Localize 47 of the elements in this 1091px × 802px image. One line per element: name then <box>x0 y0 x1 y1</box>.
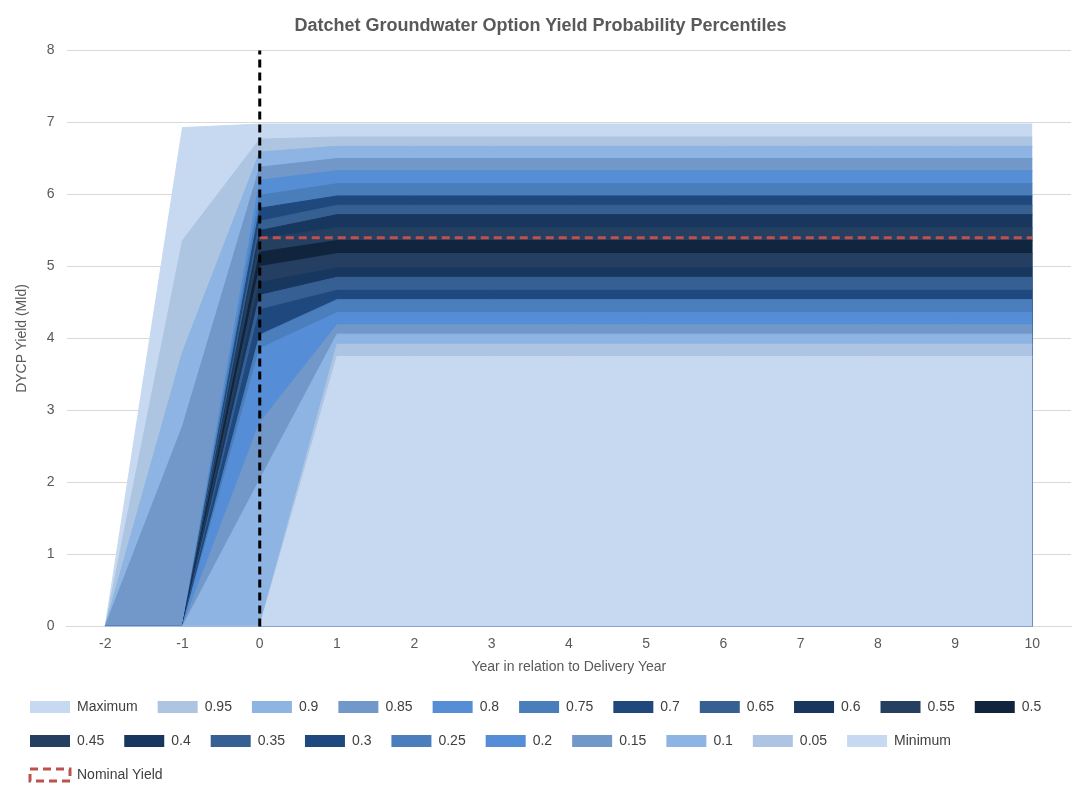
x-axis-title: Year in relation to Delivery Year <box>471 658 667 675</box>
x-tick-label: 1 <box>333 634 342 651</box>
x-tick-label: 9 <box>951 634 960 651</box>
legend-label: 0.85 <box>385 697 413 714</box>
legend-label: Maximum <box>77 697 138 714</box>
legend-label: Nominal Yield <box>77 765 163 782</box>
y-tick-label: 7 <box>46 113 55 130</box>
legend-label: 0.45 <box>77 731 105 748</box>
legend-label: Minimum <box>894 731 951 748</box>
legend-label: 0.55 <box>927 697 955 714</box>
legend-label: 0.15 <box>619 731 647 748</box>
legend-label: 0.5 <box>1021 697 1042 714</box>
legend-label: 0.25 <box>438 731 466 748</box>
x-tick-label: 0 <box>255 634 264 651</box>
x-tick-label: 6 <box>719 634 728 651</box>
chart-title: Datchet Groundwater Option Yield Probability Percentiles <box>294 14 787 35</box>
x-tick-label: 3 <box>487 634 496 651</box>
legend-label: 0.6 <box>841 697 861 714</box>
legend-label: 0.1 <box>713 731 734 748</box>
y-axis-title: DYCP Yield (Mld) <box>13 284 30 393</box>
y-tick-label: 8 <box>46 41 55 58</box>
y-tick-label: 3 <box>46 401 55 418</box>
x-tick-label: 2 <box>410 634 419 651</box>
legend-label: 0.2 <box>532 731 553 748</box>
x-tick-label: -2 <box>98 634 112 651</box>
x-tick-label: 5 <box>642 634 651 651</box>
x-tick-label: 7 <box>796 634 805 651</box>
y-tick-label: 0 <box>46 617 55 634</box>
x-tick-label: 8 <box>873 634 882 651</box>
legend-label: 0.8 <box>479 697 500 714</box>
y-tick-label: 6 <box>46 185 55 202</box>
y-tick-label: 5 <box>46 257 55 274</box>
legend-label: 0.95 <box>204 697 233 714</box>
legend-label: 0.65 <box>746 697 775 714</box>
x-tick-label: 4 <box>564 634 573 651</box>
legend-label: 0.9 <box>298 697 319 714</box>
x-tick-label: -1 <box>176 634 189 651</box>
legend-label: 0.35 <box>257 731 286 748</box>
x-tick-label: 10 <box>1024 634 1041 651</box>
y-tick-label: 4 <box>46 329 55 346</box>
legend-label: 0.05 <box>799 731 828 748</box>
legend-label: 0.4 <box>171 731 191 748</box>
y-tick-label: 1 <box>46 545 55 562</box>
legend-label: 0.75 <box>566 697 594 714</box>
legend-label: 0.7 <box>660 697 681 714</box>
y-tick-label: 2 <box>46 473 55 490</box>
legend-label: 0.3 <box>351 731 372 748</box>
